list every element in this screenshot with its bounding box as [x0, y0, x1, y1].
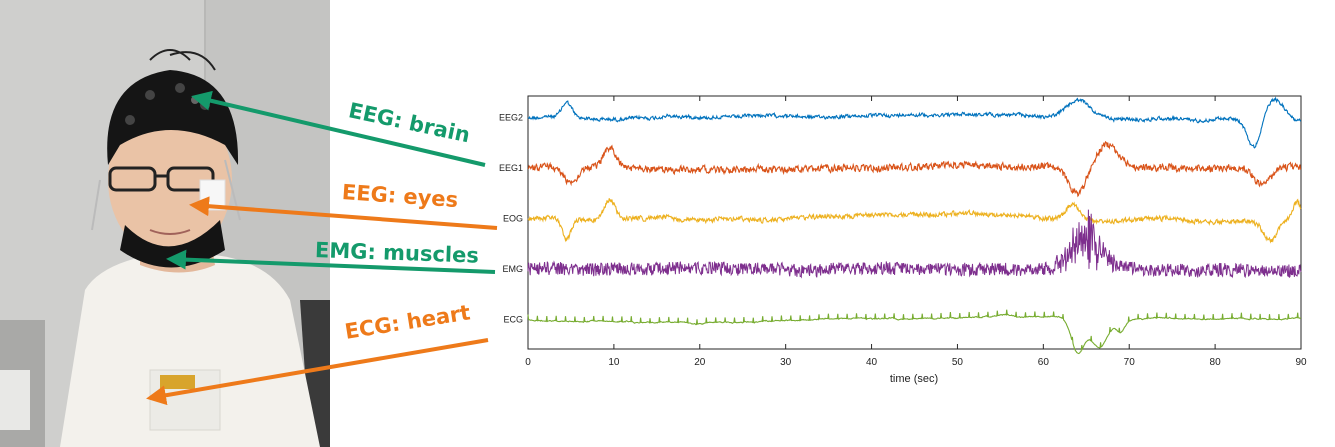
trace-ecg: [527, 309, 1301, 355]
x-tick-label: 30: [780, 357, 792, 368]
y-trace-label-eeg1: EEG1: [499, 163, 523, 173]
x-tick-label: 20: [694, 357, 706, 368]
y-trace-label-eog: EOG: [503, 214, 523, 224]
glasses: [108, 166, 157, 192]
plot-frame: [527, 95, 1302, 350]
chin-strap: [120, 220, 225, 268]
trace-emg: [527, 209, 1302, 279]
x-tick-label: 50: [952, 357, 964, 368]
trace-eeg2: [527, 96, 1302, 149]
x-axis-label: time (sec): [890, 373, 938, 385]
x-tick-label: 60: [1038, 357, 1050, 368]
x-tick-label: 90: [1295, 357, 1307, 368]
x-tick-label: 80: [1210, 357, 1222, 368]
trace-eeg1: [527, 140, 1302, 198]
trace-eog: [527, 198, 1302, 244]
x-tick-label: 40: [866, 357, 878, 368]
x-tick-label: 10: [608, 357, 620, 368]
y-trace-label-ecg: ECG: [503, 315, 523, 325]
y-trace-label-emg: EMG: [502, 264, 523, 274]
x-tick-label: 0: [525, 357, 531, 368]
y-trace-label-eeg2: EEG2: [499, 112, 523, 122]
x-tick-label: 70: [1124, 357, 1136, 368]
